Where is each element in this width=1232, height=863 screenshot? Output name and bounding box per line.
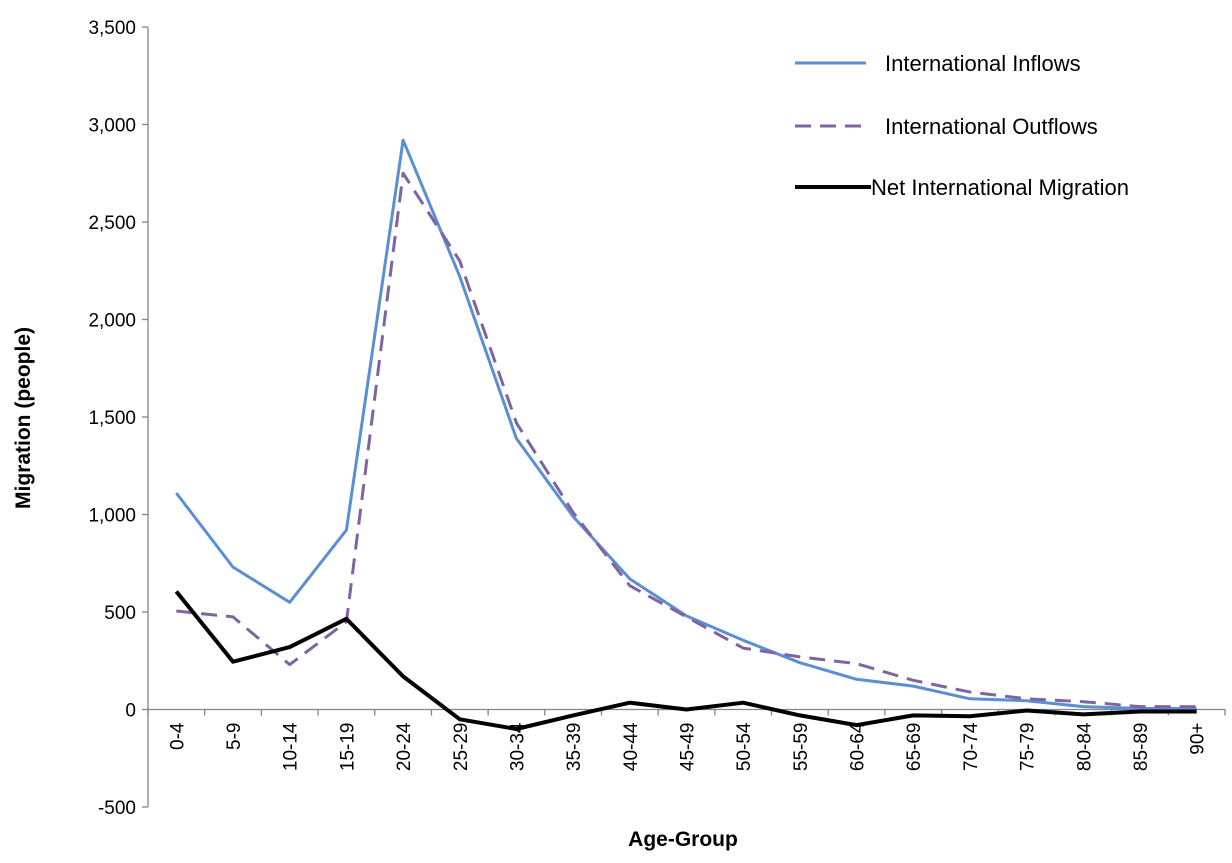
y-tick-label: -500 [98, 798, 136, 819]
x-tick-label: 45-49 [678, 723, 699, 772]
x-tick-label: 85-89 [1131, 723, 1152, 772]
x-tick-label: 65-69 [904, 723, 925, 772]
series-line-net-international-migration [174, 590, 1197, 731]
x-tick-label: 50-54 [734, 722, 755, 771]
x-tick-label: 25-29 [451, 723, 472, 772]
legend-label-outflows: International Outflows [885, 114, 1098, 139]
x-tick-label: 80-84 [1074, 722, 1095, 771]
x-tick-label: 75-79 [1018, 723, 1039, 772]
y-tick-label: 3,000 [88, 116, 136, 137]
series-group [174, 138, 1197, 731]
y-axis-group: -500 0 500 1,000 1,500 2,000 2,500 3,000 3,500 [88, 18, 149, 819]
x-tick-label: 15-19 [337, 723, 358, 772]
series-line-international-inflows [175, 138, 1197, 710]
x-tick-label: 0-4 [167, 722, 188, 750]
x-tick-label: 30-34 [507, 722, 528, 771]
x-tick-label: 5-9 [224, 723, 245, 750]
y-tick-label: 1,000 [88, 506, 136, 527]
x-tick-label: 90+ [1188, 723, 1209, 755]
x-tick-label: 70-74 [961, 722, 982, 771]
x-axis-title: Age-Group [628, 828, 738, 851]
y-tick-label: 500 [104, 603, 136, 624]
x-tick-label: 55-59 [791, 723, 812, 772]
x-tick-label: 60-64 [848, 722, 869, 771]
x-tick-label: 35-39 [564, 723, 585, 772]
y-tick-label: 2,500 [88, 213, 136, 234]
legend-label-inflows: International Inflows [885, 51, 1081, 76]
y-tick-label: 2,000 [88, 311, 136, 332]
legend-label-net: Net International Migration [871, 175, 1129, 200]
y-tick-label: 0 [125, 701, 136, 722]
legend: International Inflows International Outf… [795, 51, 1129, 200]
x-tick-label: 20-24 [394, 722, 415, 771]
y-axis-title: Migration (people) [12, 327, 35, 509]
x-tick-label: 40-44 [621, 722, 642, 771]
x-tick-label: 10-14 [281, 722, 302, 771]
x-axis-group: 0-4 5-9 10-14 15-19 20-24 25-29 30-34 35-39 40-4… [147, 708, 1226, 772]
y-tick-label: 3,500 [88, 18, 136, 39]
y-tick-label: 1,500 [88, 408, 136, 429]
